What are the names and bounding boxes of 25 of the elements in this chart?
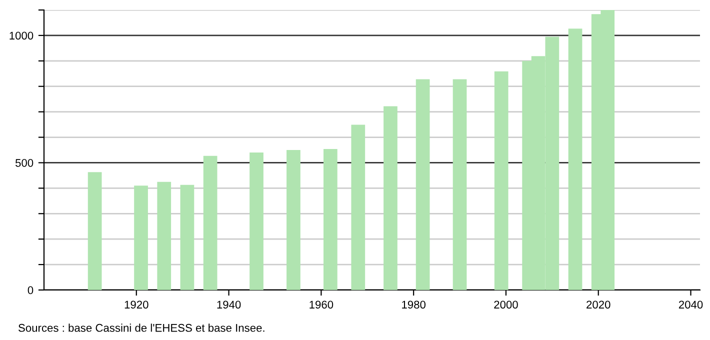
bar (452, 79, 467, 290)
y-tick-label: 0 (28, 286, 34, 294)
y-tick-label: 1000 (10, 32, 34, 40)
bar (250, 152, 264, 290)
bar (416, 79, 430, 290)
x-tick-label: 2020 (586, 300, 610, 309)
bar (323, 148, 338, 290)
x-tick-label: 2040 (678, 300, 703, 309)
x-tick-label: 1920 (124, 300, 148, 309)
bar (134, 186, 148, 290)
bar (180, 184, 194, 290)
source-note: Sources : base Cassini de l'EHESS et base Insee. (18, 324, 264, 332)
bar (286, 150, 300, 290)
bar (351, 124, 366, 290)
bar (88, 172, 102, 290)
bar (568, 28, 582, 290)
bar (494, 71, 508, 290)
x-tick-label: 1940 (217, 300, 241, 309)
x-tick-label: 2000 (494, 300, 518, 309)
x-tick-label: 1960 (310, 300, 334, 309)
x-tick-label: 1980 (402, 300, 426, 309)
y-tick-label: 500 (15, 158, 34, 167)
bar (203, 156, 218, 290)
bar (384, 106, 398, 290)
bar (157, 182, 172, 290)
